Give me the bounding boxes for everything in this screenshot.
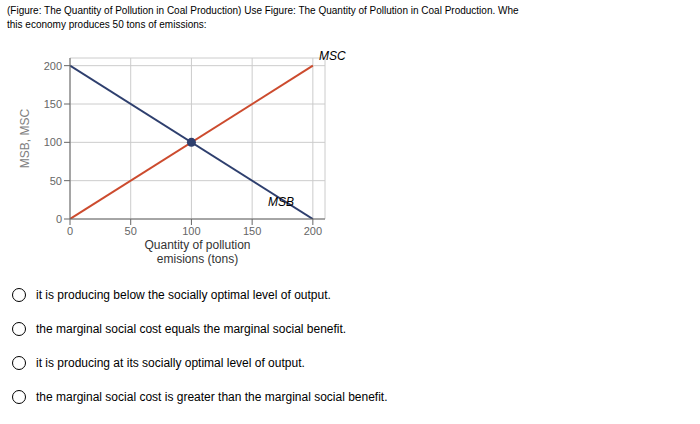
html-text:it is producing at its sociall: it is producing at its socially optimal … <box>36 356 305 370</box>
html-text:this economy produces 50 tons: this economy produces 50 tons of emissio… <box>7 19 207 30</box>
svg-text:200: 200 <box>44 60 62 72</box>
svg-text:50: 50 <box>50 175 62 187</box>
svg-text:MSB: MSB <box>268 195 294 209</box>
svg-text:100: 100 <box>182 225 200 237</box>
html-text:it is producing below the soci: it is producing below the socially optim… <box>36 288 331 302</box>
html-text:the marginal social cost equal: the marginal social cost equals the marg… <box>36 322 347 336</box>
html-text:(Figure: The Quantity of Pollu: (Figure: The Quantity of Pollution in Co… <box>7 5 519 16</box>
svg-text:150: 150 <box>243 225 261 237</box>
svg-text:0: 0 <box>56 213 62 225</box>
svg-text:100: 100 <box>44 136 62 148</box>
svg-text:MSC: MSC <box>319 49 346 63</box>
html-text:the marginal social cost is gr: the marginal social cost is greater than… <box>36 390 388 404</box>
svg-text:150: 150 <box>44 98 62 110</box>
svg-text:MSB, MSC: MSB, MSC <box>18 109 32 169</box>
svg-text:50: 50 <box>125 225 137 237</box>
svg-text:Quantity of pollutionemisions: Quantity of pollutionemisions (tons) <box>144 238 250 266</box>
svg-text:0: 0 <box>67 225 73 237</box>
svg-text:200: 200 <box>304 225 322 237</box>
